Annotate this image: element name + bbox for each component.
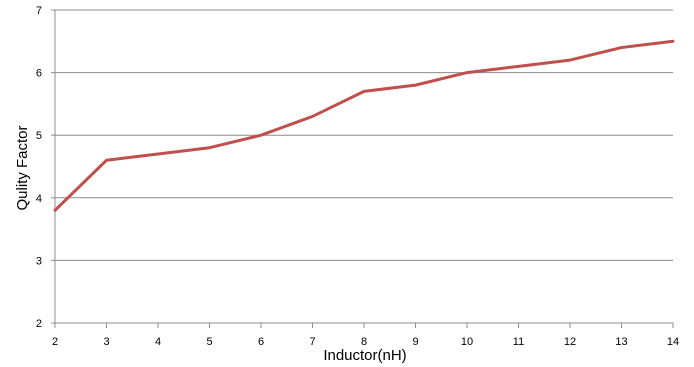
x-tick-label: 7 <box>309 336 315 348</box>
x-tick-label: 10 <box>461 336 473 348</box>
x-tick-label: 4 <box>155 336 161 348</box>
x-tick-label: 8 <box>361 336 367 348</box>
x-tick-label: 5 <box>206 336 212 348</box>
x-axis-title: Inductor(nH) <box>323 347 406 364</box>
y-tick-label: 2 <box>36 318 42 330</box>
y-tick-label: 5 <box>36 130 42 142</box>
series-line <box>53 39 675 212</box>
x-tick-label: 13 <box>615 336 627 348</box>
y-axis-title: Qulity Factor <box>14 125 31 210</box>
x-tick-label: 9 <box>412 336 418 348</box>
y-tick-label: 7 <box>36 5 42 17</box>
chart-axes <box>51 9 674 328</box>
y-tick-label: 6 <box>36 68 42 80</box>
x-tick-label: 12 <box>564 336 576 348</box>
x-tick-label: 14 <box>667 336 679 348</box>
x-tick-label: 2 <box>52 336 58 348</box>
x-tick-label: 11 <box>513 336 524 348</box>
y-tick-label: 3 <box>36 255 42 267</box>
y-tick-labels: 2 3 4 5 6 7 <box>36 5 42 330</box>
y-gridlines <box>55 9 673 261</box>
y-tick-label: 4 <box>36 193 42 205</box>
x-tick-label: 6 <box>258 336 264 348</box>
series-group <box>53 39 675 212</box>
x-tick-labels: 2 3 4 5 6 7 8 9 10 11 12 13 14 <box>52 336 679 348</box>
x-tick-label: 3 <box>103 336 109 348</box>
